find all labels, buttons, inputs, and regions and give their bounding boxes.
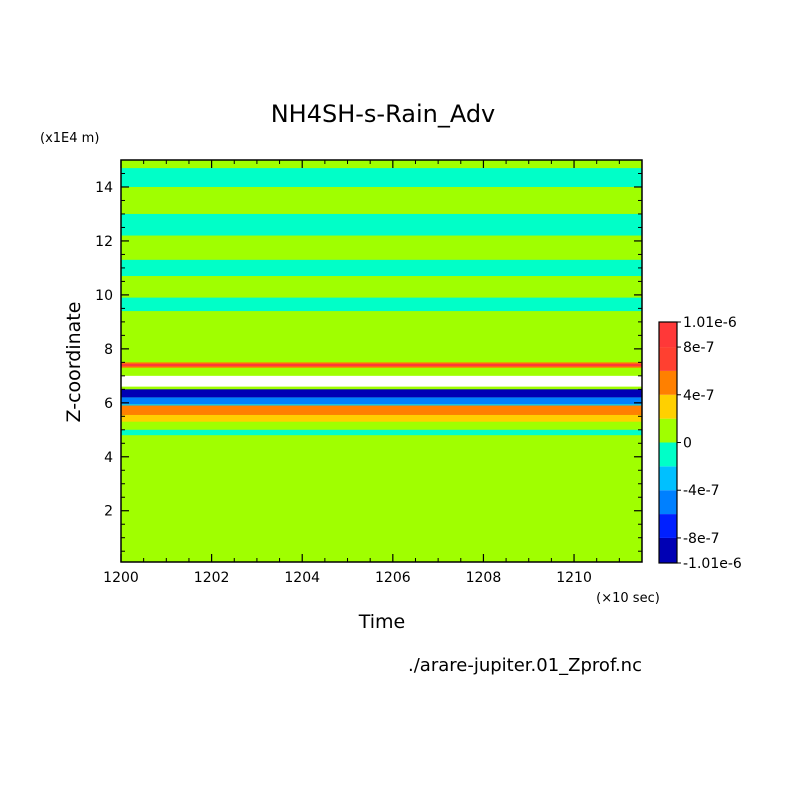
x-unit-label: (×10 sec): [596, 591, 660, 606]
colorbar-swatch-3: [659, 466, 677, 491]
colorbar-label-5: -8e-7: [683, 531, 720, 547]
y-tick-label-1: 4: [104, 450, 113, 466]
contour-band-8: [121, 397, 642, 405]
y-axis-title: Z-coordinate: [63, 302, 85, 423]
plot-frame: [120, 159, 643, 563]
contour-band-6: [121, 375, 642, 387]
x-tick-label-0: 1200: [103, 570, 139, 586]
y-tick-label-6: 14: [95, 180, 113, 196]
x-tick-label-4: 1208: [466, 570, 502, 586]
y-tick-label-2: 6: [104, 396, 113, 412]
x-axis-title: Time: [358, 611, 406, 633]
y-tick-label-5: 12: [95, 234, 113, 250]
contour-band-7: [121, 389, 642, 398]
colorbar-label-1: 8e-7: [683, 340, 714, 356]
colorbar-label-2: 4e-7: [683, 388, 714, 404]
colorbar-label-6: -1.01e-6: [683, 556, 742, 572]
contour-band-12: [121, 429, 642, 436]
colorbar-swatch-1: [659, 514, 677, 538]
colorbar: 1.01e-6 8e-7 4e-7 0 -4e-7 -8e-7 -1.01e-6: [658, 315, 742, 572]
x-tick-label-2: 1204: [284, 570, 320, 586]
colorbar-swatch-4: [659, 442, 677, 467]
colorbar-swatch-6: [659, 394, 677, 419]
colorbar-swatch-8: [659, 347, 677, 371]
x-axis: 1200 1202 1204 1206 1208 1210: [103, 160, 620, 586]
colorbar-swatch-5: [659, 418, 677, 443]
colorbar-swatch-9: [659, 322, 677, 348]
contour-band-2: [121, 259, 642, 277]
y-axis: 2 4 6 8 10 12 14: [95, 172, 642, 552]
colorbar-swatch-7: [659, 370, 677, 395]
chart-title: NH4SH-s-Rain_Adv: [271, 100, 496, 128]
colorbar-label-4: -4e-7: [683, 483, 720, 499]
y-unit-label: (x1E4 m): [40, 131, 99, 146]
y-tick-label-3: 8: [104, 342, 113, 358]
colorbar-swatch-2: [659, 490, 677, 515]
plot-area: [121, 160, 642, 562]
contour-band-3: [121, 297, 642, 312]
colorbar-label-0: 1.01e-6: [683, 315, 737, 331]
y-tick-label-0: 2: [104, 504, 113, 520]
x-tick-label-5: 1210: [556, 570, 592, 586]
source-file-label: ./arare-jupiter.01_Zprof.nc: [408, 655, 642, 676]
colorbar-label-3: 0: [683, 436, 692, 452]
contour-band-0: [121, 168, 642, 187]
colorbar-swatch-0: [659, 537, 677, 563]
contour-band-11: [121, 405, 642, 415]
y-tick-label-4: 10: [95, 288, 113, 304]
contour-band-10: [121, 414, 642, 422]
x-tick-label-1: 1202: [194, 570, 230, 586]
contour-band-5: [121, 363, 642, 367]
x-tick-label-3: 1206: [375, 570, 411, 586]
contour-band-1: [121, 213, 642, 236]
